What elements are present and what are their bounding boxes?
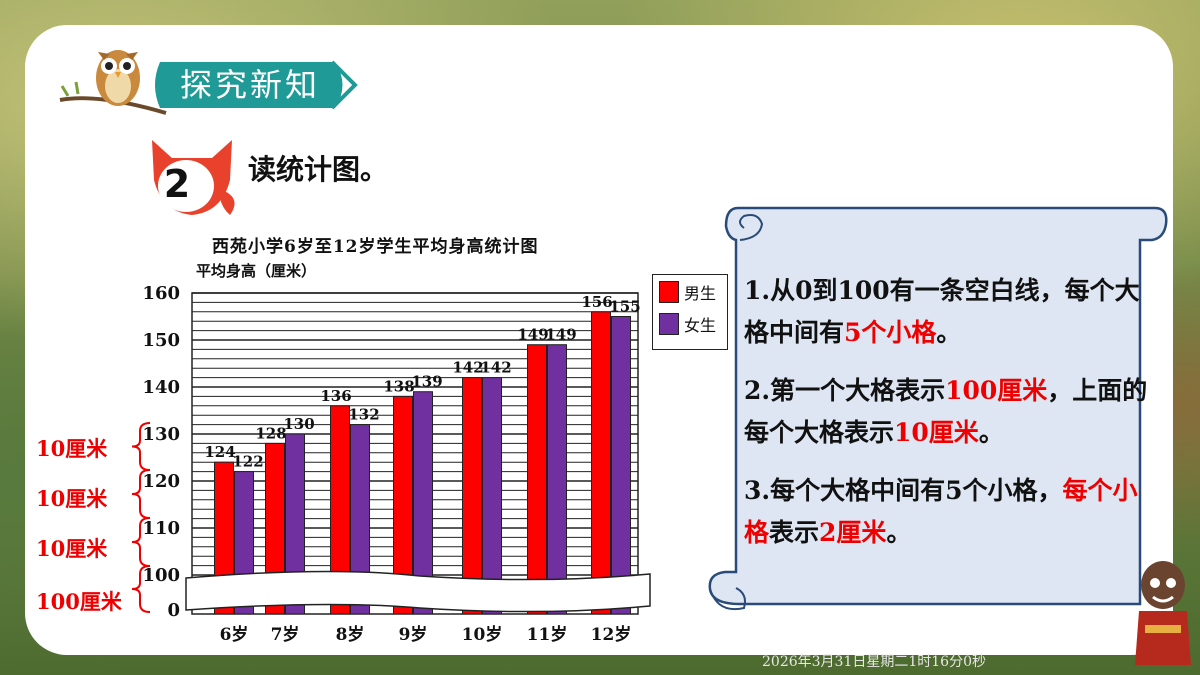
brace — [131, 469, 151, 519]
data-label: 128 — [255, 424, 286, 442]
x-tick-label: 6岁 — [220, 624, 249, 645]
brace-label: 100厘米 — [36, 589, 122, 614]
data-label: 122 — [232, 453, 263, 471]
brace — [131, 565, 151, 613]
bar-girls — [482, 377, 502, 615]
x-tick-label: 11岁 — [527, 624, 568, 645]
note-text: ，上面的每个大格表示 — [744, 376, 1148, 447]
brace-label: 10厘米 — [36, 536, 108, 561]
note-text: 1.从0到100有一条空白线，每个大格中间有 — [744, 276, 1140, 347]
note-text: 3.每个大格中间有5个小格 — [744, 476, 1038, 505]
bar-girls — [547, 344, 567, 615]
data-label: 138 — [383, 377, 414, 395]
highlight-text: 10厘米 — [894, 418, 979, 447]
note-text: 表示 — [769, 518, 820, 547]
legend-item-girls: 女生 — [659, 313, 716, 335]
x-tick-label: 12岁 — [591, 624, 632, 645]
data-label: 149 — [517, 326, 548, 344]
legend-item-boys: 男生 — [659, 281, 716, 303]
bar-girls — [413, 391, 433, 615]
note-text: 。 — [978, 418, 1004, 447]
brace — [131, 517, 151, 567]
y-tick-label: 150 — [142, 330, 180, 351]
bar-girls — [611, 316, 631, 615]
note-3: 3.每个大格中间有5个小格，每个小格表示2厘米。 — [744, 470, 1154, 554]
section-tag-text: 探究新知 — [179, 66, 320, 104]
y-axis-label: 平均身高（厘米） — [196, 262, 317, 280]
data-label: 142 — [480, 359, 511, 377]
note-text: 2.第一个大格表示 — [744, 376, 946, 405]
bar-boys — [393, 395, 413, 615]
highlight-text: 每个小格 — [744, 476, 1138, 547]
highlight-text: 2厘米 — [819, 518, 887, 547]
axis-break — [185, 570, 651, 613]
note-text: 。 — [936, 318, 962, 347]
data-label: 155 — [609, 298, 640, 316]
bar-boys — [527, 344, 547, 615]
brace-label: 10厘米 — [36, 436, 108, 461]
y-tick-label: 120 — [142, 471, 180, 492]
timestamp: 2026年3月31日星期二1时16分0秒 — [762, 654, 986, 670]
note-1: 1.从0到100有一条空白线，每个大格中间有5个小格。 — [744, 270, 1154, 354]
data-label: 149 — [545, 326, 576, 344]
y-tick-label: 160 — [142, 283, 180, 304]
fox-icon — [152, 140, 235, 215]
x-tick-label: 10岁 — [462, 624, 503, 645]
problem-title: 读统计图。 — [248, 153, 389, 186]
owl-icon — [59, 50, 167, 115]
data-label: 130 — [283, 415, 314, 433]
data-label: 132 — [348, 406, 379, 424]
note-text: 。 — [886, 518, 912, 547]
bar-boys — [462, 377, 482, 615]
bar-girls — [350, 424, 370, 615]
data-label: 139 — [411, 373, 442, 391]
data-label: 124 — [204, 443, 235, 461]
data-label: 156 — [581, 293, 612, 311]
bar-boys — [330, 405, 350, 615]
chart-title: 西苑小学6岁至12岁学生平均身高统计图 — [212, 237, 539, 257]
y-tick-label: 110 — [142, 518, 180, 539]
highlight-text: 5个小格 — [844, 318, 937, 347]
x-tick-label: 9岁 — [399, 624, 428, 645]
problem-number: 2 — [163, 162, 191, 206]
data-label: 136 — [320, 387, 351, 405]
y-tick-label: 130 — [142, 424, 180, 445]
legend-swatch-boys — [659, 281, 679, 303]
note-scroll — [708, 206, 1168, 611]
section-tag-shape — [155, 60, 358, 110]
bar-boys — [265, 442, 285, 615]
x-tick-label: 8岁 — [336, 624, 365, 645]
note-text: ， — [1037, 476, 1063, 505]
legend-swatch-girls — [659, 313, 679, 335]
y-tick-label: 140 — [142, 377, 180, 398]
y-tick-label: 0 — [167, 600, 180, 621]
brace-label: 10厘米 — [36, 486, 108, 511]
bar-girls — [285, 433, 305, 615]
note-2: 2.第一个大格表示100厘米，上面的每个大格表示10厘米。 — [744, 370, 1154, 454]
mascot-icon — [1135, 561, 1191, 665]
data-label: 142 — [452, 359, 483, 377]
legend-label-boys: 男生 — [684, 284, 717, 303]
brace — [131, 422, 151, 471]
notes-panel: 1.从0到100有一条空白线，每个大格中间有5个小格。 2.第一个大格表示100… — [744, 270, 1154, 570]
highlight-text: 100厘米 — [945, 376, 1048, 405]
chart-legend: 男生 女生 — [652, 274, 728, 350]
legend-label-girls: 女生 — [684, 316, 717, 335]
x-tick-label: 7岁 — [271, 624, 300, 645]
y-tick-label: 100 — [142, 565, 180, 586]
bar-boys — [591, 311, 611, 615]
